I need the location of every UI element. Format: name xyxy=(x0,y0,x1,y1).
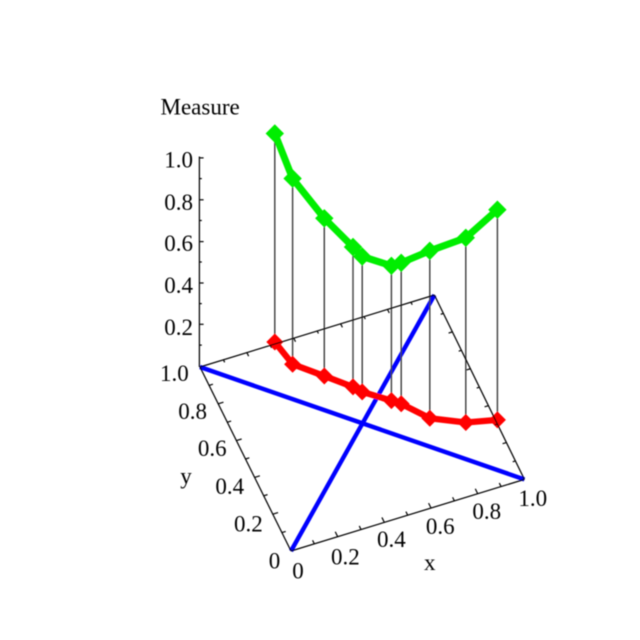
svg-text:0.4: 0.4 xyxy=(215,474,244,499)
svg-text:0: 0 xyxy=(292,558,304,583)
svg-text:0.8: 0.8 xyxy=(178,399,207,424)
svg-text:0.4: 0.4 xyxy=(164,273,193,298)
svg-text:0.4: 0.4 xyxy=(377,527,406,552)
svg-text:0.8: 0.8 xyxy=(472,499,501,524)
svg-text:0.2: 0.2 xyxy=(234,511,263,536)
svg-text:Measure: Measure xyxy=(161,95,240,120)
svg-text:0.2: 0.2 xyxy=(331,545,360,570)
svg-text:y: y xyxy=(180,464,192,489)
svg-text:x: x xyxy=(424,550,436,575)
svg-text:0.8: 0.8 xyxy=(164,190,193,215)
svg-text:1.0: 1.0 xyxy=(164,147,193,172)
svg-text:1.0: 1.0 xyxy=(160,361,189,386)
svg-text:0.2: 0.2 xyxy=(164,315,193,340)
svg-text:1.0: 1.0 xyxy=(518,486,547,511)
svg-text:0.6: 0.6 xyxy=(164,231,193,256)
svg-text:0.6: 0.6 xyxy=(426,514,455,539)
svg-text:0.6: 0.6 xyxy=(198,436,227,461)
svg-text:0: 0 xyxy=(269,548,281,573)
